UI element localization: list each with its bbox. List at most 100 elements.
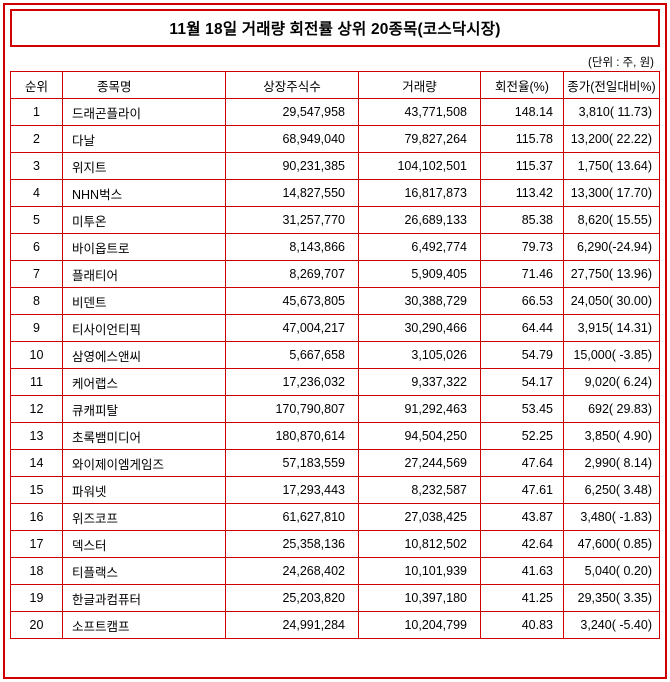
table-cell: 13,300( 17.70): [563, 179, 660, 207]
table-cell: 3: [10, 152, 63, 180]
table-cell: 47.64: [480, 449, 564, 477]
header-cell: 회전율(%): [480, 71, 564, 99]
table-cell: 79.73: [480, 233, 564, 261]
table-cell: 6,492,774: [358, 233, 481, 261]
table-row: 2 다날 68,949,040 79,827,264 115.78 13,200( 22.…: [10, 125, 660, 153]
table-cell: 8,232,587: [358, 476, 481, 504]
table-row: 1 드래곤플라이 29,547,958 43,771,508 148.14 3,810( …: [10, 98, 660, 126]
table-cell: 위즈코프: [62, 503, 226, 531]
table-cell: 41.25: [480, 584, 564, 612]
table-cell: 10,204,799: [358, 611, 481, 639]
table-cell: 170,790,807: [225, 395, 359, 423]
header-cell: 순위: [10, 71, 63, 99]
table-cell: 티플랙스: [62, 557, 226, 585]
header-cell: 종가(전일대비%): [563, 71, 660, 99]
header-cell: 상장주식수: [225, 71, 359, 99]
table-cell: 3,240( -5.40): [563, 611, 660, 639]
table-cell: 다날: [62, 125, 226, 153]
table-cell: 5: [10, 206, 63, 234]
table-cell: 115.78: [480, 125, 564, 153]
table-row: 8 비덴트 45,673,805 30,388,729 66.53 24,050( 30.…: [10, 287, 660, 315]
table-cell: 25,203,820: [225, 584, 359, 612]
table-cell: 7: [10, 260, 63, 288]
table-cell: 2: [10, 125, 63, 153]
table-cell: 24,991,284: [225, 611, 359, 639]
table-cell: 티사이언티픽: [62, 314, 226, 342]
header-cell: 거래량: [358, 71, 481, 99]
stocks-table: 순위 종목명 상장주식수 거래량 회전율(%) 종가(전일대비%) 1 드래곤플라이 29,5…: [10, 71, 660, 639]
table-cell: 큐캐피탈: [62, 395, 226, 423]
table-cell: 94,504,250: [358, 422, 481, 450]
table-cell: 25,358,136: [225, 530, 359, 558]
table-cell: 30,290,466: [358, 314, 481, 342]
table-cell: 2,990( 8.14): [563, 449, 660, 477]
table-cell: 14,827,550: [225, 179, 359, 207]
table-cell: 52.25: [480, 422, 564, 450]
table-cell: 53.45: [480, 395, 564, 423]
table-cell: 692( 29.83): [563, 395, 660, 423]
page-title: 11월 18일 거래량 회전률 상위 20종목(코스닥시장): [169, 21, 501, 38]
table-cell: 소프트캠프: [62, 611, 226, 639]
table-cell: 54.17: [480, 368, 564, 396]
table-cell: 15,000( -3.85): [563, 341, 660, 369]
table-cell: NHN벅스: [62, 179, 226, 207]
table-cell: 42.64: [480, 530, 564, 558]
table-cell: 31,257,770: [225, 206, 359, 234]
table-cell: 미투온: [62, 206, 226, 234]
table-row: 4 NHN벅스 14,827,550 16,817,873 113.42 13,300( …: [10, 179, 660, 207]
table-cell: 8: [10, 287, 63, 315]
table-cell: 29,547,958: [225, 98, 359, 126]
table-cell: 바이옵트로: [62, 233, 226, 261]
table-cell: 27,750( 13.96): [563, 260, 660, 288]
table-cell: 15: [10, 476, 63, 504]
table-cell: 47,004,217: [225, 314, 359, 342]
table-cell: 113.42: [480, 179, 564, 207]
table-cell: 4: [10, 179, 63, 207]
table-cell: 6,250( 3.48): [563, 476, 660, 504]
table-cell: 90,231,385: [225, 152, 359, 180]
table-cell: 115.37: [480, 152, 564, 180]
table-cell: 10,812,502: [358, 530, 481, 558]
table-cell: 드래곤플라이: [62, 98, 226, 126]
table-cell: 와이제이엠게임즈: [62, 449, 226, 477]
table-row: 3 위지트 90,231,385 104,102,501 115.37 1,750( 13…: [10, 152, 660, 180]
table-cell: 12: [10, 395, 63, 423]
table-cell: 3,915( 14.31): [563, 314, 660, 342]
table-row: 7 플래티어 8,269,707 5,909,405 71.46 27,750( 13.9…: [10, 260, 660, 288]
table-cell: 40.83: [480, 611, 564, 639]
table-cell: 1,750( 13.64): [563, 152, 660, 180]
table-cell: 57,183,559: [225, 449, 359, 477]
table-cell: 85.38: [480, 206, 564, 234]
table-cell: 3,810( 11.73): [563, 98, 660, 126]
table-cell: 20: [10, 611, 63, 639]
table-cell: 9,337,322: [358, 368, 481, 396]
table-row: 18 티플랙스 24,268,402 10,101,939 41.63 5,040( 0.…: [10, 557, 660, 585]
table-cell: 13: [10, 422, 63, 450]
table-cell: 17,236,032: [225, 368, 359, 396]
table-cell: 1: [10, 98, 63, 126]
table-cell: 5,667,658: [225, 341, 359, 369]
table-cell: 16,817,873: [358, 179, 481, 207]
table-cell: 파워넷: [62, 476, 226, 504]
table-cell: 61,627,810: [225, 503, 359, 531]
table-cell: 104,102,501: [358, 152, 481, 180]
table-cell: 10,397,180: [358, 584, 481, 612]
table-cell: 비덴트: [62, 287, 226, 315]
table-cell: 3,105,026: [358, 341, 481, 369]
table-cell: 27,038,425: [358, 503, 481, 531]
table-cell: 64.44: [480, 314, 564, 342]
table-cell: 10: [10, 341, 63, 369]
table-row: 5 미투온 31,257,770 26,689,133 85.38 8,620( 15.5…: [10, 206, 660, 234]
table-cell: 79,827,264: [358, 125, 481, 153]
table-cell: 17,293,443: [225, 476, 359, 504]
table-row: 16 위즈코프 61,627,810 27,038,425 43.87 3,480( -1…: [10, 503, 660, 531]
table-cell: 148.14: [480, 98, 564, 126]
table-row: 11 케어랩스 17,236,032 9,337,322 54.17 9,020( 6.2…: [10, 368, 660, 396]
table-cell: 54.79: [480, 341, 564, 369]
table-row: 10 삼영에스앤씨 5,667,658 3,105,026 54.79 15,000( -…: [10, 341, 660, 369]
table-row: 20 소프트캠프 24,991,284 10,204,799 40.83 3,240( -…: [10, 611, 660, 639]
table-cell: 180,870,614: [225, 422, 359, 450]
table-row: 13 초록뱀미디어 180,870,614 94,504,250 52.25 3,850(…: [10, 422, 660, 450]
table-cell: 위지트: [62, 152, 226, 180]
